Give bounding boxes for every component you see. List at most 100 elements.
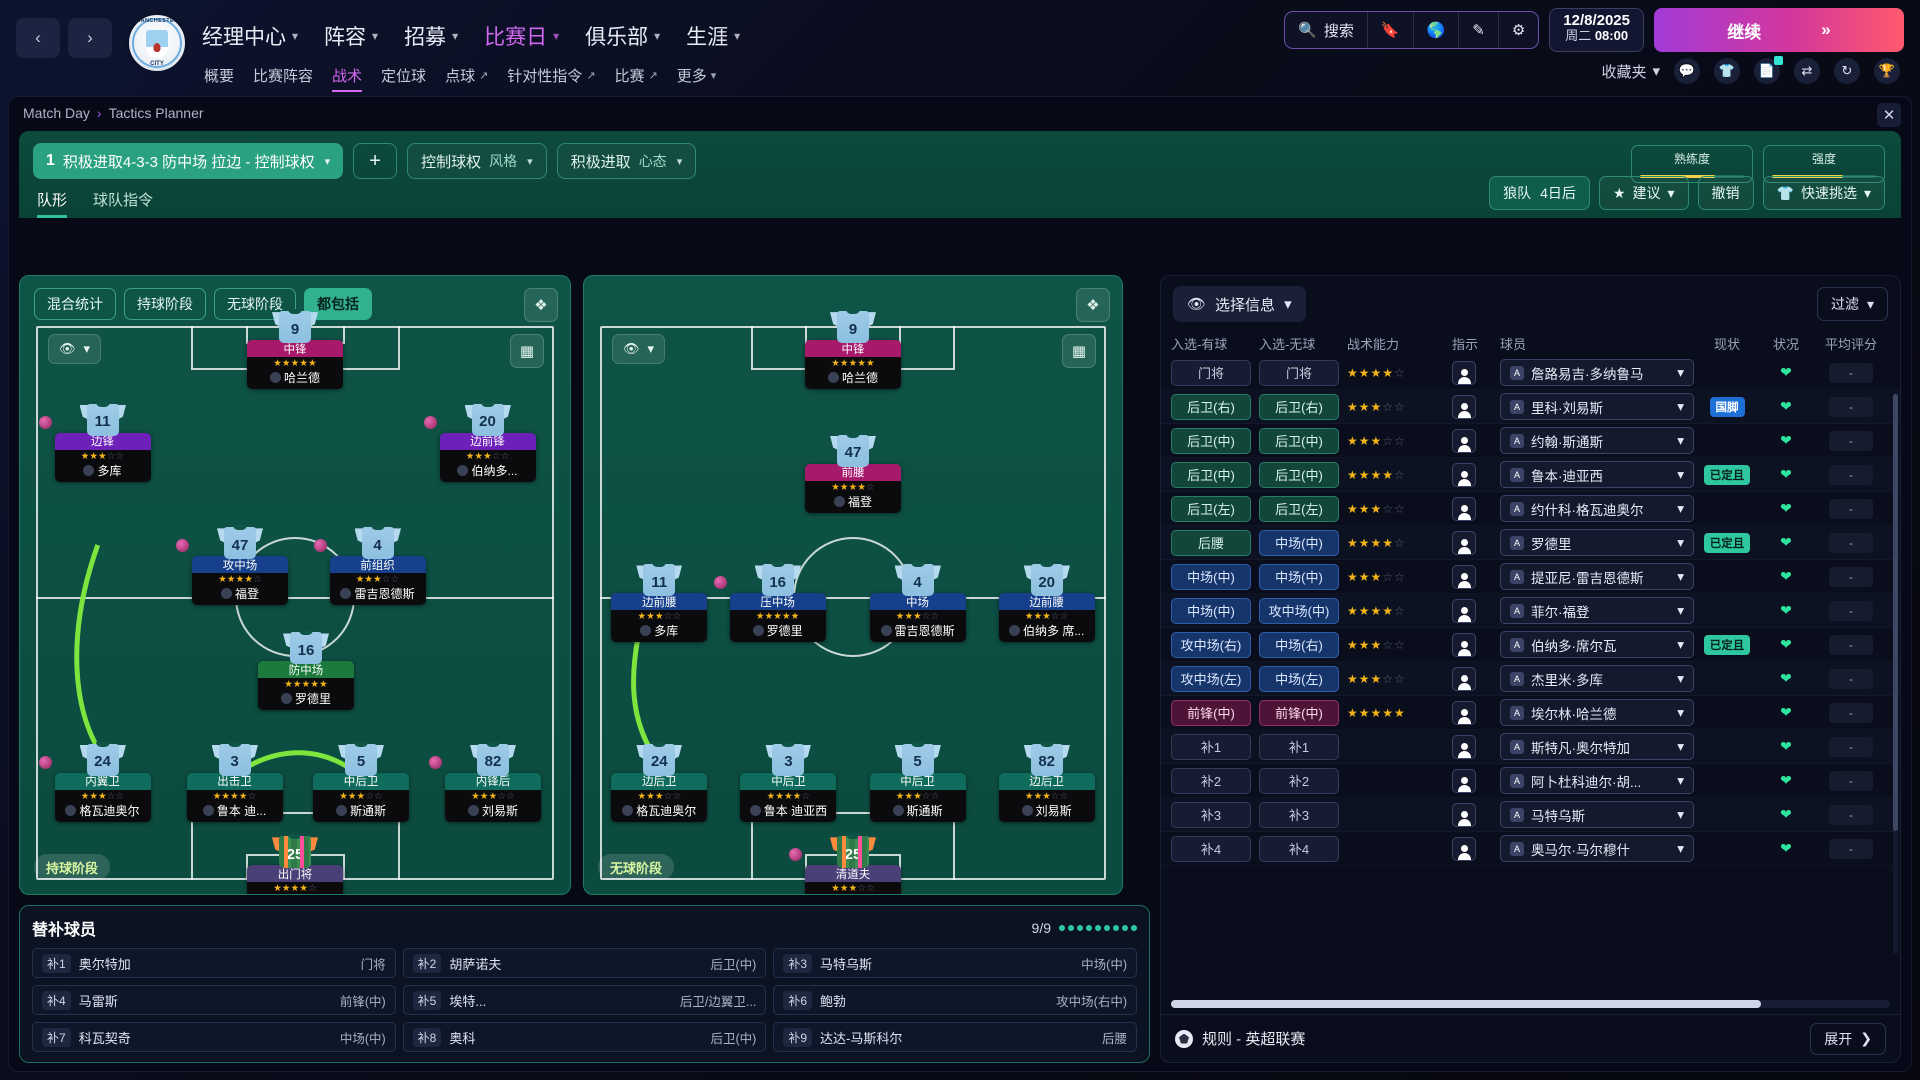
quick-pick-button[interactable]: 👕 快速挑选 ▾ <box>1762 176 1885 210</box>
transfer-icon[interactable]: ⇄ <box>1794 58 1820 84</box>
favorites-dropdown[interactable]: 收藏夹 ▾ <box>1601 61 1660 82</box>
expand-button[interactable]: 展开 ❯ <box>1810 1022 1886 1055</box>
subnav-item-2[interactable]: 战术 <box>332 65 363 92</box>
shirt-icon[interactable]: 👕 <box>1714 58 1740 84</box>
player-name-button[interactable]: A 詹路易吉·多纳鲁马 ▾ <box>1500 359 1694 386</box>
grid-icon[interactable]: ▦ <box>510 334 544 368</box>
instructions-icon[interactable] <box>1452 768 1476 793</box>
pitch-view-toggle-left[interactable]: 👁 ▾ <box>48 334 102 364</box>
table-row[interactable]: 后腰 中场(中) ★★★★☆ A 罗德里 ▾ 已定且 ❤ - <box>1161 526 1900 560</box>
position-onball-button[interactable]: 补3 <box>1171 801 1251 828</box>
column-header-6[interactable]: 状况 <box>1772 336 1799 352</box>
pitch-player-16[interactable]: 16 压中场 ★★★★★ 罗德里 <box>713 562 826 643</box>
subnav-item-4[interactable]: 点球 ↗ <box>445 65 488 90</box>
player-name-button[interactable]: A 提亚尼·雷吉恩德斯 ▾ <box>1500 563 1694 590</box>
pitch-player-5[interactable]: 5 中后卫 ★★★☆☆ 斯通斯 <box>313 741 409 822</box>
pitch-player-20[interactable]: 20 边前锋 ★★★☆☆ 伯纳多... <box>423 401 536 482</box>
table-row[interactable]: 中场(中) 攻中场(中) ★★★★☆ A 菲尔·福登 ▾ ❤ - <box>1161 594 1900 628</box>
pitch-player-47[interactable]: 47 攻中场 ★★★★☆ 福登 <box>176 525 288 606</box>
column-header-1[interactable]: 入选-无球 <box>1259 336 1316 352</box>
pitch-player-3[interactable]: 3 出击卫 ★★★★☆ 鲁本 迪... <box>186 741 283 822</box>
search-input[interactable]: 🔍 搜索 <box>1285 12 1368 48</box>
pitch-player-9[interactable]: 9 中锋 ★★★★★ 哈兰德 <box>805 309 901 390</box>
substitute-row[interactable]: 补9 达达-马斯科尔 后腰 <box>773 1022 1137 1052</box>
instructions-icon[interactable] <box>1452 496 1476 521</box>
grid-icon[interactable]: ▦ <box>1062 334 1096 368</box>
mentality-selector[interactable]: 积极进取 心态 ▾ <box>556 143 697 179</box>
table-row[interactable]: 中场(中) 中场(中) ★★★☆☆ A 提亚尼·雷吉恩德斯 ▾ ❤ - <box>1161 560 1900 594</box>
player-name-button[interactable]: A 奥马尔·马尔穆什 ▾ <box>1500 835 1694 862</box>
position-offball-button[interactable]: 攻中场(中) <box>1259 597 1339 624</box>
instructions-icon[interactable] <box>1452 462 1476 487</box>
horizontal-scrollbar[interactable] <box>1171 1000 1890 1008</box>
layers-icon[interactable]: ❖ <box>1076 288 1110 322</box>
undo-button[interactable]: 撤销 <box>1697 176 1754 210</box>
substitute-row[interactable]: 补5 埃特... 后卫/边翼卫... <box>402 985 767 1015</box>
continue-button[interactable]: 继续 » <box>1654 8 1904 52</box>
tactic-tab-0[interactable]: 队形 <box>37 189 68 218</box>
column-header-0[interactable]: 入选-有球 <box>1171 336 1228 352</box>
pitch-mode-tab-3[interactable]: 都包括 <box>304 288 372 320</box>
pitch-player-11[interactable]: 11 边锋 ★★★☆☆ 多库 <box>38 401 151 482</box>
table-row[interactable]: 后卫(左) 后卫(左) ★★★☆☆ A 约什科·格瓦迪奥尔 ▾ ❤ - <box>1161 492 1900 526</box>
chat-icon[interactable]: 💬 <box>1674 58 1700 84</box>
position-offball-button[interactable]: 后卫(中) <box>1259 461 1339 488</box>
position-onball-button[interactable]: 后卫(左) <box>1171 495 1251 522</box>
position-offball-button[interactable]: 中场(左) <box>1259 665 1339 692</box>
substitute-row[interactable]: 补8 奥科 后卫(中) <box>402 1022 767 1052</box>
instructions-icon[interactable] <box>1452 632 1476 657</box>
news-icon[interactable]: 📄 <box>1754 56 1783 84</box>
player-name-button[interactable]: A 鲁本·迪亚西 ▾ <box>1500 461 1694 488</box>
instructions-icon[interactable] <box>1452 530 1476 555</box>
pitch-player-24[interactable]: 24 边后卫 ★★★☆☆ 格瓦迪奥尔 <box>611 741 708 822</box>
add-formation-button[interactable]: + <box>353 143 398 179</box>
player-name-button[interactable]: A 里科·刘易斯 ▾ <box>1500 393 1694 420</box>
instructions-icon[interactable] <box>1452 394 1476 419</box>
breadcrumb-root[interactable]: Match Day <box>23 105 90 121</box>
table-row[interactable]: 后卫(右) 后卫(右) ★★★☆☆ A 里科·刘易斯 ▾ 国脚 ❤ - <box>1161 390 1900 424</box>
table-row[interactable]: 后卫(中) 后卫(中) ★★★★☆ A 鲁本·迪亚西 ▾ 已定且 ❤ - <box>1161 458 1900 492</box>
instructions-icon[interactable] <box>1452 598 1476 623</box>
player-name-button[interactable]: A 罗德里 ▾ <box>1500 529 1694 556</box>
instructions-icon[interactable] <box>1452 802 1476 827</box>
player-name-button[interactable]: A 菲尔·福登 ▾ <box>1500 597 1694 624</box>
bookmark-icon[interactable]: 🔖 <box>1368 12 1414 48</box>
pitch-player-5[interactable]: 5 中后卫 ★★★☆☆ 斯通斯 <box>869 741 966 822</box>
tactic-tab-1[interactable]: 球队指令 <box>93 192 154 209</box>
style-selector[interactable]: 控制球权 风格 ▾ <box>407 143 547 179</box>
position-onball-button[interactable]: 补1 <box>1171 733 1251 760</box>
club-crest[interactable]: MANCHESTER CITY <box>126 12 188 74</box>
subnav-item-1[interactable]: 比赛阵容 <box>253 65 313 90</box>
position-offball-button[interactable]: 门将 <box>1259 359 1339 386</box>
pitch-player-16[interactable]: 16 防中场 ★★★★★ 罗德里 <box>258 630 354 711</box>
pitch-player-11[interactable]: 11 边前腰 ★★★☆☆ 多库 <box>611 562 708 643</box>
position-offball-button[interactable]: 补1 <box>1259 733 1339 760</box>
trophy-icon[interactable]: 🏆 <box>1874 58 1900 84</box>
position-offball-button[interactable]: 中场(右) <box>1259 631 1339 658</box>
formation-selector[interactable]: 1 积极进取4-3-3 防中场 拉边 - 控制球权 ▾ <box>33 143 344 179</box>
position-onball-button[interactable]: 攻中场(左) <box>1171 665 1251 692</box>
player-name-button[interactable]: A 伯纳多·席尔瓦 ▾ <box>1500 631 1694 658</box>
pitch-player-4[interactable]: 4 前组织 ★★★☆☆ 雷吉恩德斯 <box>313 525 426 606</box>
menu-item-5[interactable]: 生涯 ▾ <box>686 21 740 51</box>
substitute-row[interactable]: 补4 马雷斯 前锋(中) <box>32 985 396 1015</box>
position-onball-button[interactable]: 中场(中) <box>1171 597 1251 624</box>
substitute-row[interactable]: 补6 鲍勃 攻中场(右中) <box>773 985 1137 1015</box>
pitch-player-47[interactable]: 47 前腰 ★★★★☆ 福登 <box>805 432 901 513</box>
position-offball-button[interactable]: 补3 <box>1259 801 1339 828</box>
instructions-icon[interactable] <box>1452 428 1476 453</box>
player-name-button[interactable]: A 马特乌斯 ▾ <box>1500 801 1694 828</box>
instructions-icon[interactable] <box>1452 666 1476 691</box>
subnav-item-7[interactable]: 更多 ▾ <box>677 65 717 90</box>
instructions-icon[interactable] <box>1452 360 1476 385</box>
subnav-item-5[interactable]: 针对性指令 ↗ <box>507 65 595 90</box>
position-offball-button[interactable]: 补2 <box>1259 767 1339 794</box>
column-header-2[interactable]: 战术能力 <box>1347 336 1400 352</box>
pitch-mode-tab-1[interactable]: 持球阶段 <box>124 288 206 320</box>
pitch-player-20[interactable]: 20 边前腰 ★★★☆☆ 伯纳多 席... <box>998 562 1095 643</box>
advice-button[interactable]: ★ 建议 ▾ <box>1598 176 1689 210</box>
table-row[interactable]: 补4 补4 A 奥马尔·马尔穆什 ▾ ❤ - <box>1161 832 1900 866</box>
table-row[interactable]: 前锋(中) 前锋(中) ★★★★★ A 埃尔林·哈兰德 ▾ ❤ - <box>1161 696 1900 730</box>
